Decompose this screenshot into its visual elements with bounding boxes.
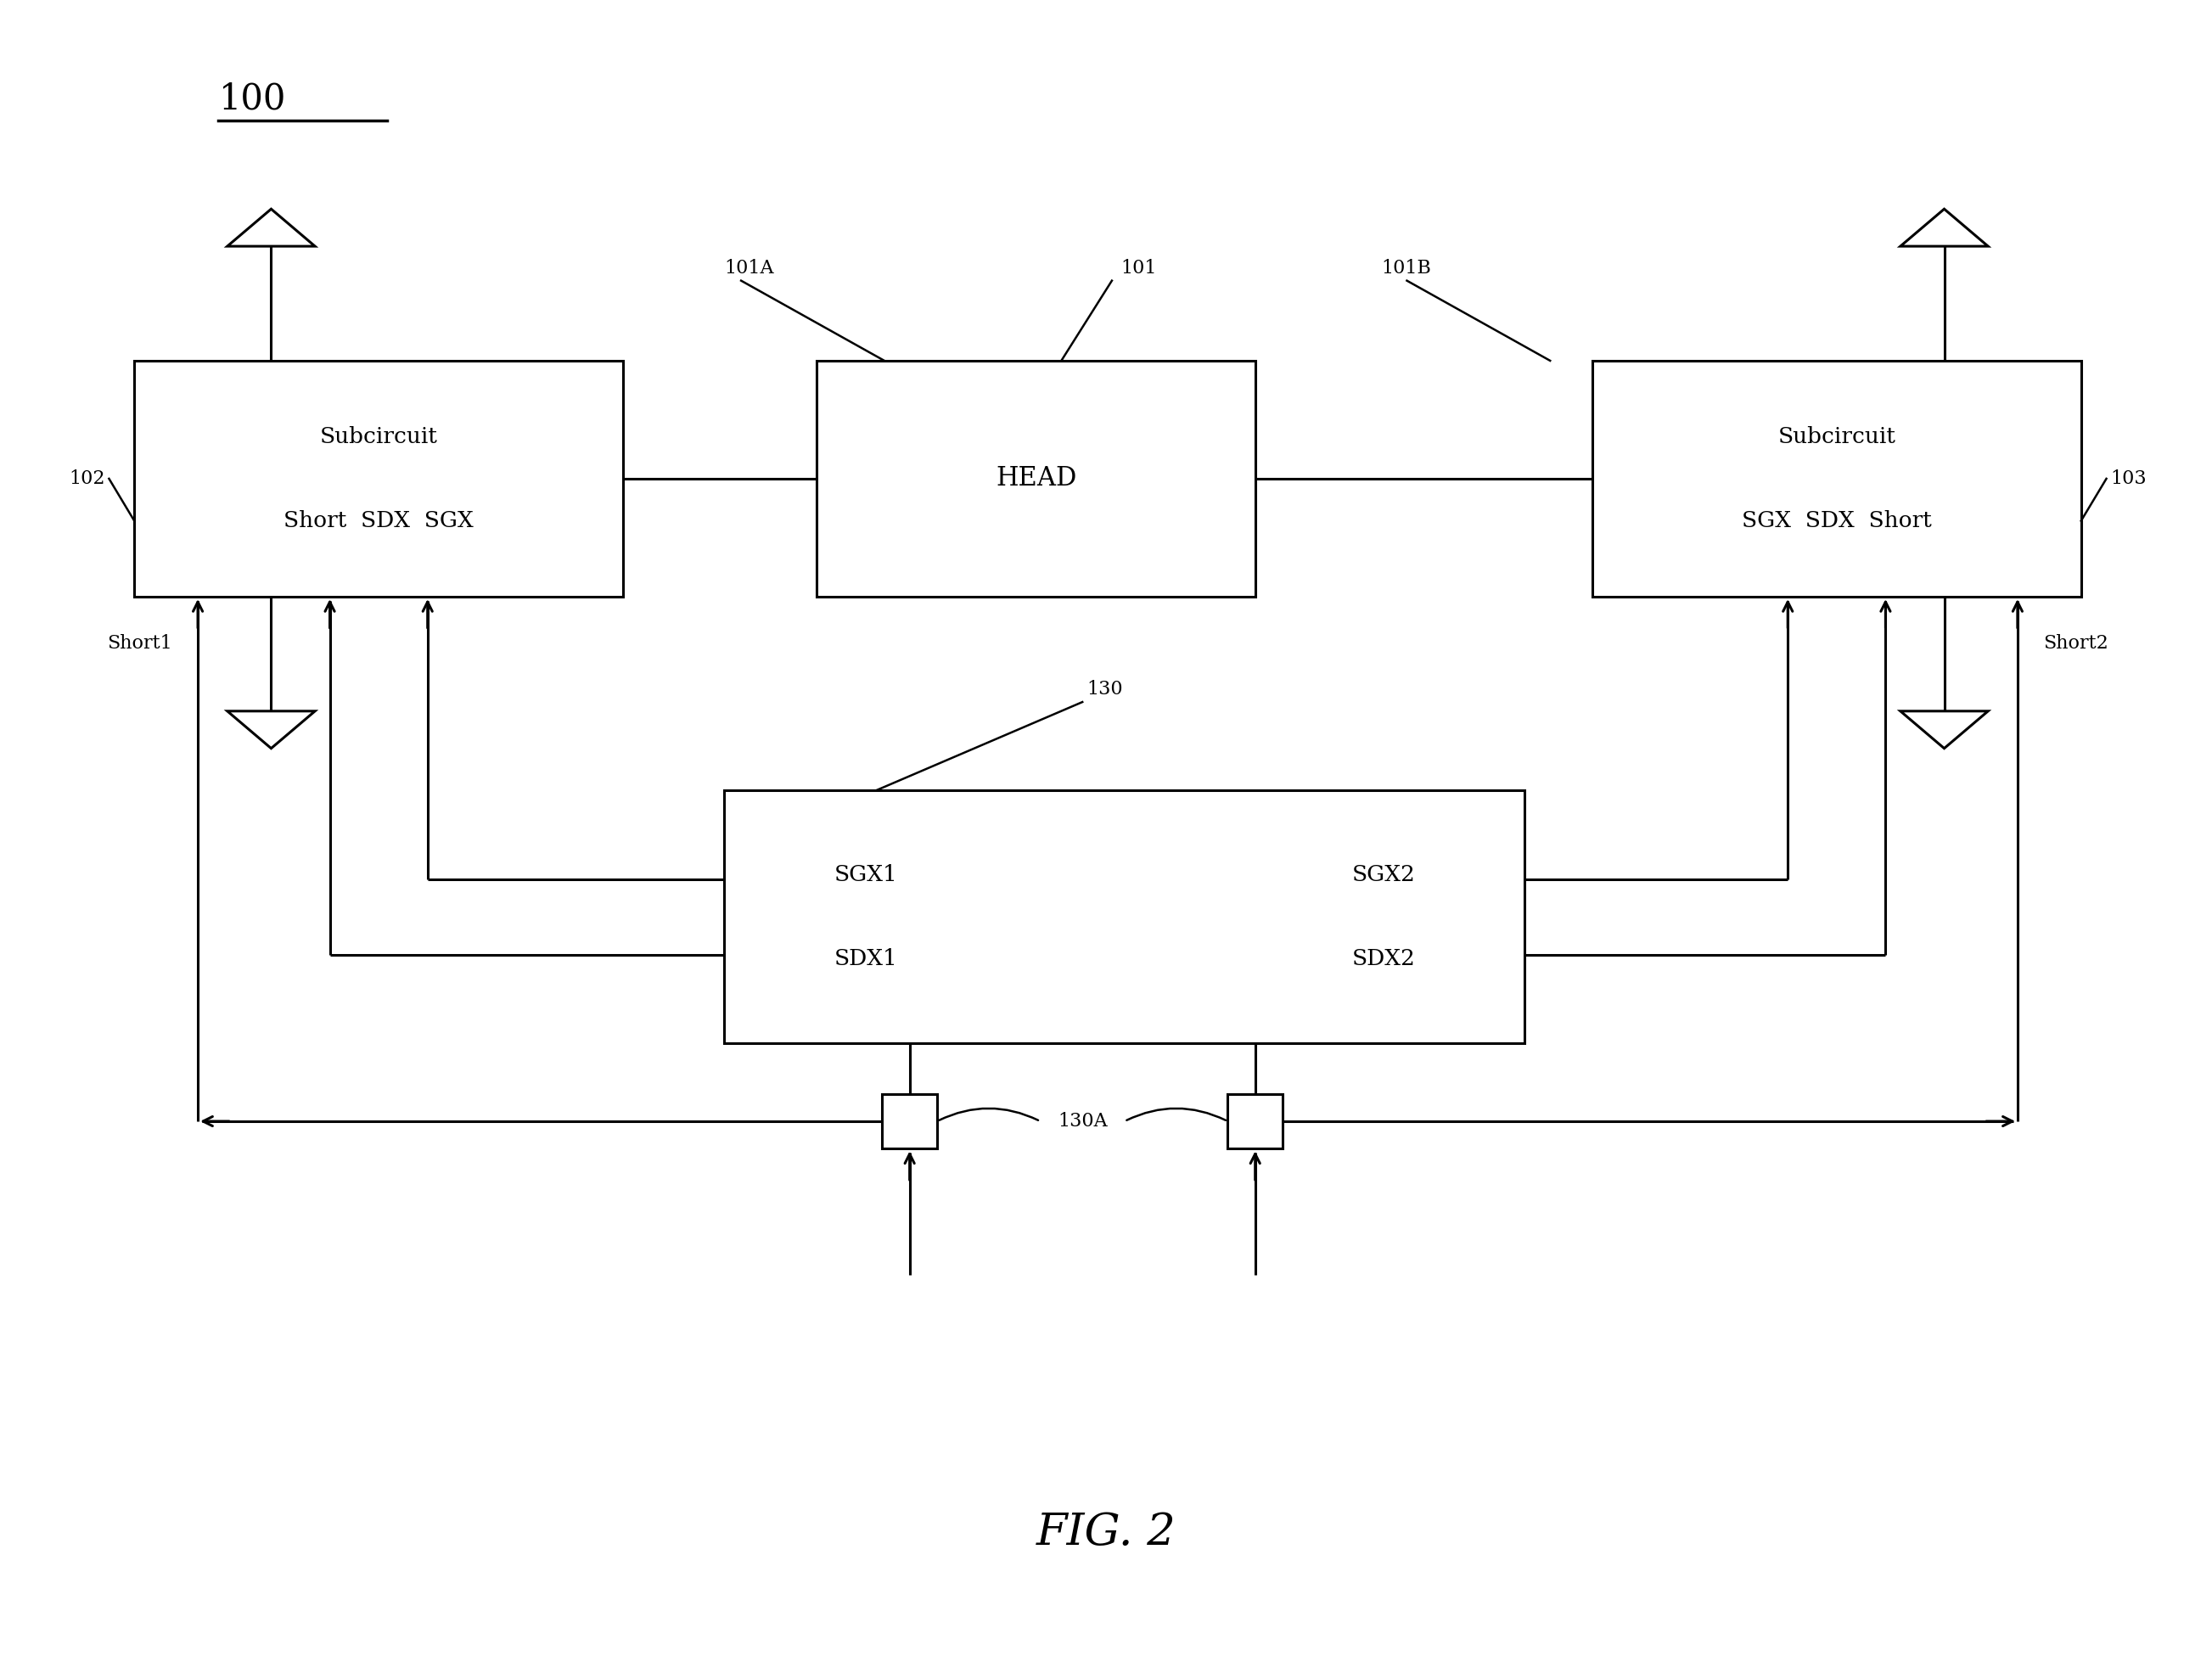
- FancyBboxPatch shape: [816, 361, 1254, 596]
- Text: 130A: 130A: [1057, 1111, 1108, 1131]
- Text: Subcircuit: Subcircuit: [1778, 426, 1896, 447]
- Text: SGX2: SGX2: [1352, 864, 1416, 886]
- Text: 100: 100: [219, 81, 285, 116]
- Text: Short  SDX  SGX: Short SDX SGX: [283, 510, 473, 532]
- Text: 101B: 101B: [1382, 258, 1431, 277]
- Text: FIG. 2: FIG. 2: [1035, 1510, 1177, 1553]
- Text: Short2: Short2: [2044, 634, 2108, 652]
- Text: 102: 102: [69, 469, 104, 489]
- FancyBboxPatch shape: [135, 361, 624, 596]
- Text: SDX2: SDX2: [1352, 949, 1416, 970]
- FancyBboxPatch shape: [1593, 361, 2081, 596]
- Text: HEAD: HEAD: [995, 465, 1077, 492]
- Text: 101A: 101A: [723, 258, 774, 277]
- Text: 101: 101: [1119, 258, 1157, 277]
- Text: SDX1: SDX1: [834, 949, 898, 970]
- Text: 130: 130: [1086, 681, 1124, 699]
- Text: Short1: Short1: [108, 634, 173, 652]
- FancyBboxPatch shape: [1228, 1095, 1283, 1149]
- FancyBboxPatch shape: [723, 790, 1524, 1043]
- Text: SGX1: SGX1: [834, 864, 898, 886]
- Text: 103: 103: [2110, 469, 2148, 489]
- Text: Subcircuit: Subcircuit: [321, 426, 438, 447]
- Text: SGX  SDX  Short: SGX SDX Short: [1741, 510, 1931, 532]
- FancyBboxPatch shape: [883, 1095, 938, 1149]
